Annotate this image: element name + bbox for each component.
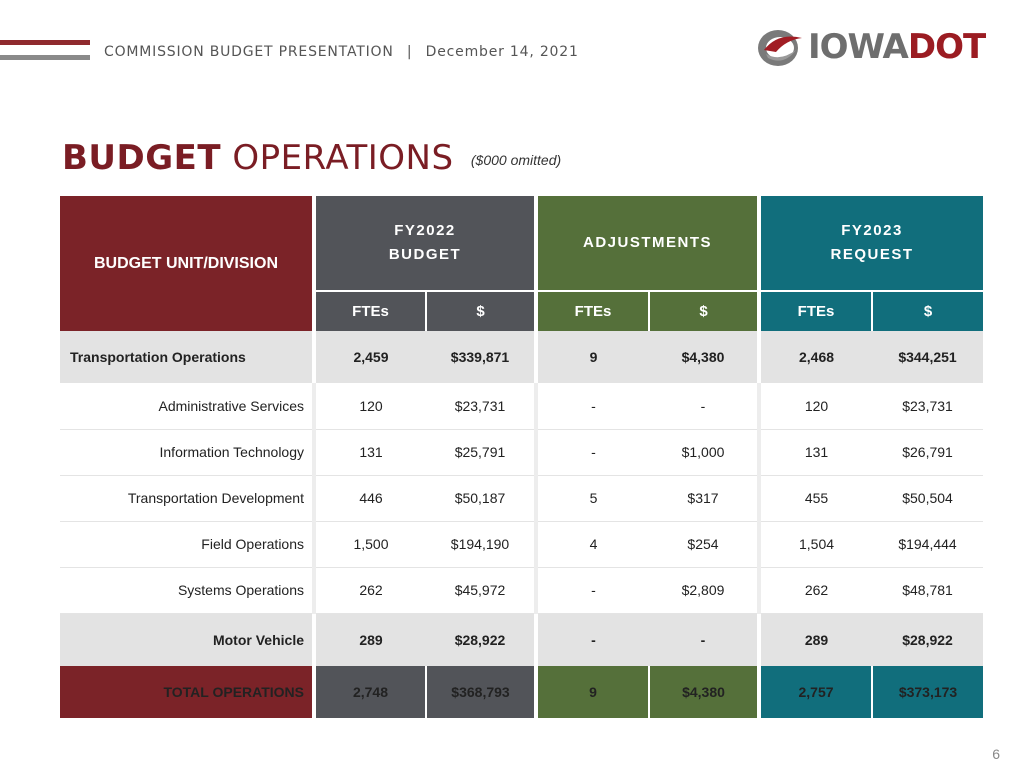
cell-adj-dollars: - <box>649 383 760 430</box>
presentation-date: December 14, 2021 <box>425 44 579 60</box>
header-adjustments-line1: ADJUSTMENTS <box>583 234 713 251</box>
presentation-title: COMMISSION BUDGET PRESENTATION <box>104 44 394 60</box>
cell-adj-ftes: - <box>534 429 649 476</box>
table-row: Information Technology 131 $25,791 - $1,… <box>60 429 984 476</box>
cell-fy2022-ftes: 262 <box>312 567 426 614</box>
row-label: Information Technology <box>60 429 314 476</box>
cell-fy2022-ftes: 131 <box>312 429 426 476</box>
cell-fy2022-dollars: $50,187 <box>426 475 536 522</box>
cell-adj-ftes: - <box>534 613 649 666</box>
header-stripe-gray <box>0 55 90 60</box>
header-fy2023-request: FY2023 REQUEST <box>757 196 984 291</box>
row-label: TOTAL OPERATIONS <box>60 666 314 718</box>
cell-adj-dollars: - <box>649 613 760 666</box>
cell-adj-ftes: 9 <box>534 331 649 383</box>
cell-fy2023-ftes: 2,468 <box>757 331 873 383</box>
subheader-dollars: $ <box>647 290 760 331</box>
cell-fy2023-dollars: $344,251 <box>872 331 984 383</box>
page-number: 6 <box>992 746 1000 762</box>
row-label: Transportation Operations <box>60 331 314 383</box>
subheader-dollars: $ <box>425 290 536 331</box>
header-separator: | <box>406 44 413 60</box>
cell-fy2023-ftes: 289 <box>757 613 873 666</box>
cell-adj-dollars: $4,380 <box>647 666 760 718</box>
title-rest: OPERATIONS <box>232 138 454 178</box>
header-fy2022-line1: FY2022 <box>394 222 456 239</box>
title-bold: BUDGET <box>62 138 222 178</box>
table-row: Systems Operations 262 $45,972 - $2,809 … <box>60 567 984 614</box>
logo-text-dot: DOT <box>907 27 986 67</box>
header-fy2023-line1: FY2023 <box>841 222 903 239</box>
cell-adj-ftes: 4 <box>534 521 649 568</box>
subheader-ftes: FTEs <box>757 290 873 331</box>
total-row: TOTAL OPERATIONS 2,748 $368,793 9 $4,380… <box>60 666 984 718</box>
cell-fy2023-dollars: $26,791 <box>872 429 984 476</box>
cell-fy2022-dollars: $23,731 <box>426 383 536 430</box>
subheader-row: FTEs $ FTEs $ FTEs $ <box>60 290 984 331</box>
table-row: Transportation Operations 2,459 $339,871… <box>60 331 984 383</box>
cell-fy2022-dollars: $339,871 <box>426 331 536 383</box>
subheader-ftes: FTEs <box>312 290 426 331</box>
subheader-ftes: FTEs <box>534 290 649 331</box>
table-row: Field Operations 1,500 $194,190 4 $254 1… <box>60 521 984 568</box>
budget-table: BUDGET UNIT/DIVISION FY2022 BUDGET ADJUS… <box>60 196 984 718</box>
header-adjustments: ADJUSTMENTS <box>533 196 760 291</box>
cell-fy2022-ftes: 2,459 <box>312 331 426 383</box>
cell-fy2022-dollars: $194,190 <box>426 521 536 568</box>
table-row: Transportation Development 446 $50,187 5… <box>60 475 984 522</box>
row-label: Administrative Services <box>60 383 314 430</box>
cell-adj-ftes: 5 <box>534 475 649 522</box>
cell-fy2023-ftes: 262 <box>757 567 873 614</box>
cell-fy2023-dollars: $194,444 <box>872 521 984 568</box>
cell-fy2022-dollars: $28,922 <box>426 613 536 666</box>
iowa-dot-logo: IOWADOT <box>756 26 986 70</box>
cell-fy2022-ftes: 1,500 <box>312 521 426 568</box>
header-stripe-red <box>0 40 90 45</box>
row-label: Motor Vehicle <box>60 613 314 666</box>
cell-adj-ftes: - <box>534 383 649 430</box>
title-subtitle: ($000 omitted) <box>470 151 562 168</box>
swoosh-icon <box>758 30 802 66</box>
cell-fy2022-ftes: 120 <box>312 383 426 430</box>
header-fy2022-line2: BUDGET <box>388 246 462 263</box>
cell-fy2022-dollars: $368,793 <box>425 666 536 718</box>
cell-fy2023-ftes: 120 <box>757 383 873 430</box>
presentation-header: COMMISSION BUDGET PRESENTATION | Decembe… <box>104 44 579 60</box>
cell-fy2023-dollars: $373,173 <box>871 666 984 718</box>
cell-fy2023-ftes: 131 <box>757 429 873 476</box>
row-label: Field Operations <box>60 521 314 568</box>
header-fy2023-line2: REQUEST <box>830 246 914 263</box>
cell-adj-ftes: - <box>534 567 649 614</box>
header-fy2022-budget: FY2022 BUDGET <box>312 196 536 291</box>
table-row: Motor Vehicle 289 $28,922 - - 289 $28,92… <box>60 613 984 666</box>
page-title: BUDGET OPERATIONS ($000 omitted) <box>62 138 561 178</box>
table-row: Administrative Services 120 $23,731 - - … <box>60 383 984 430</box>
cell-fy2023-ftes: 455 <box>757 475 873 522</box>
cell-fy2023-ftes: 2,757 <box>757 666 873 718</box>
cell-adj-dollars: $2,809 <box>649 567 760 614</box>
cell-adj-dollars: $254 <box>649 521 760 568</box>
cell-fy2023-ftes: 1,504 <box>757 521 873 568</box>
cell-adj-dollars: $317 <box>649 475 760 522</box>
cell-adj-dollars: $1,000 <box>649 429 760 476</box>
cell-fy2022-ftes: 289 <box>312 613 426 666</box>
cell-fy2023-dollars: $23,731 <box>872 383 984 430</box>
group-header-row: BUDGET UNIT/DIVISION FY2022 BUDGET ADJUS… <box>60 196 984 331</box>
logo-wordmark: IOWADOT <box>808 27 986 67</box>
cell-fy2023-dollars: $28,922 <box>872 613 984 666</box>
cell-adj-dollars: $4,380 <box>649 331 760 383</box>
row-label: Transportation Development <box>60 475 314 522</box>
cell-fy2022-ftes: 446 <box>312 475 426 522</box>
cell-fy2022-dollars: $45,972 <box>426 567 536 614</box>
cell-fy2022-dollars: $25,791 <box>426 429 536 476</box>
subheader-dollars: $ <box>871 290 984 331</box>
cell-fy2023-dollars: $48,781 <box>872 567 984 614</box>
cell-fy2023-dollars: $50,504 <box>872 475 984 522</box>
logo-text-iowa: IOWA <box>808 27 909 67</box>
header-budget-unit: BUDGET UNIT/DIVISION <box>60 196 314 331</box>
cell-adj-ftes: 9 <box>534 666 649 718</box>
row-label: Systems Operations <box>60 567 314 614</box>
cell-fy2022-ftes: 2,748 <box>312 666 426 718</box>
